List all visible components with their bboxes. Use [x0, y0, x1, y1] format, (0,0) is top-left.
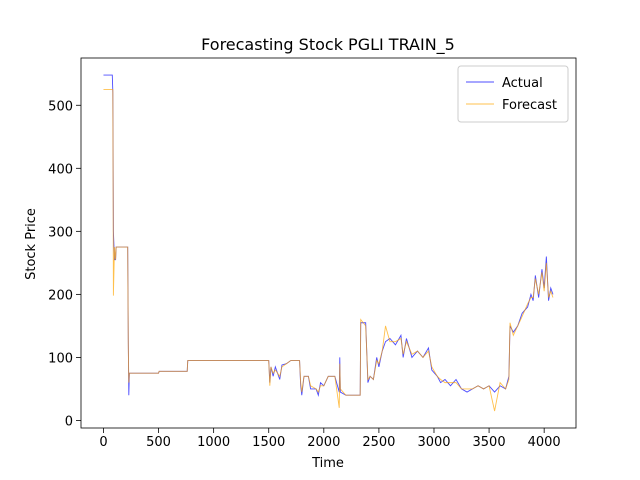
series-line	[103, 74, 554, 398]
y-axis-label: Stock Price	[24, 208, 39, 280]
y-tick-label: 500	[48, 99, 73, 114]
y-tick-label: 400	[48, 162, 73, 177]
x-tick-label: 0	[99, 435, 107, 450]
x-tick-label: 1000	[197, 435, 230, 450]
x-tick-label: 3500	[473, 435, 506, 450]
y-tick-label: 200	[48, 288, 73, 303]
x-tick-label: 4000	[528, 435, 561, 450]
legend-box	[457, 65, 569, 123]
x-axis-label: Time	[311, 456, 344, 471]
plot-frame	[80, 57, 577, 429]
x-tick-label: 3000	[417, 435, 450, 450]
legend-label: Actual	[502, 76, 543, 91]
y-tick-label: 100	[48, 351, 73, 366]
x-tick-label: 1500	[252, 435, 285, 450]
legend-label: Forecast	[502, 98, 557, 113]
x-tick-label: 2500	[362, 435, 395, 450]
x-tick-label: 2000	[307, 435, 340, 450]
series-line	[103, 89, 554, 412]
x-tick-label: 500	[146, 435, 171, 450]
y-tick-label: 300	[48, 225, 73, 240]
chart-title: Forecasting Stock PGLI TRAIN_5	[201, 35, 455, 55]
y-tick-label: 0	[65, 414, 73, 429]
